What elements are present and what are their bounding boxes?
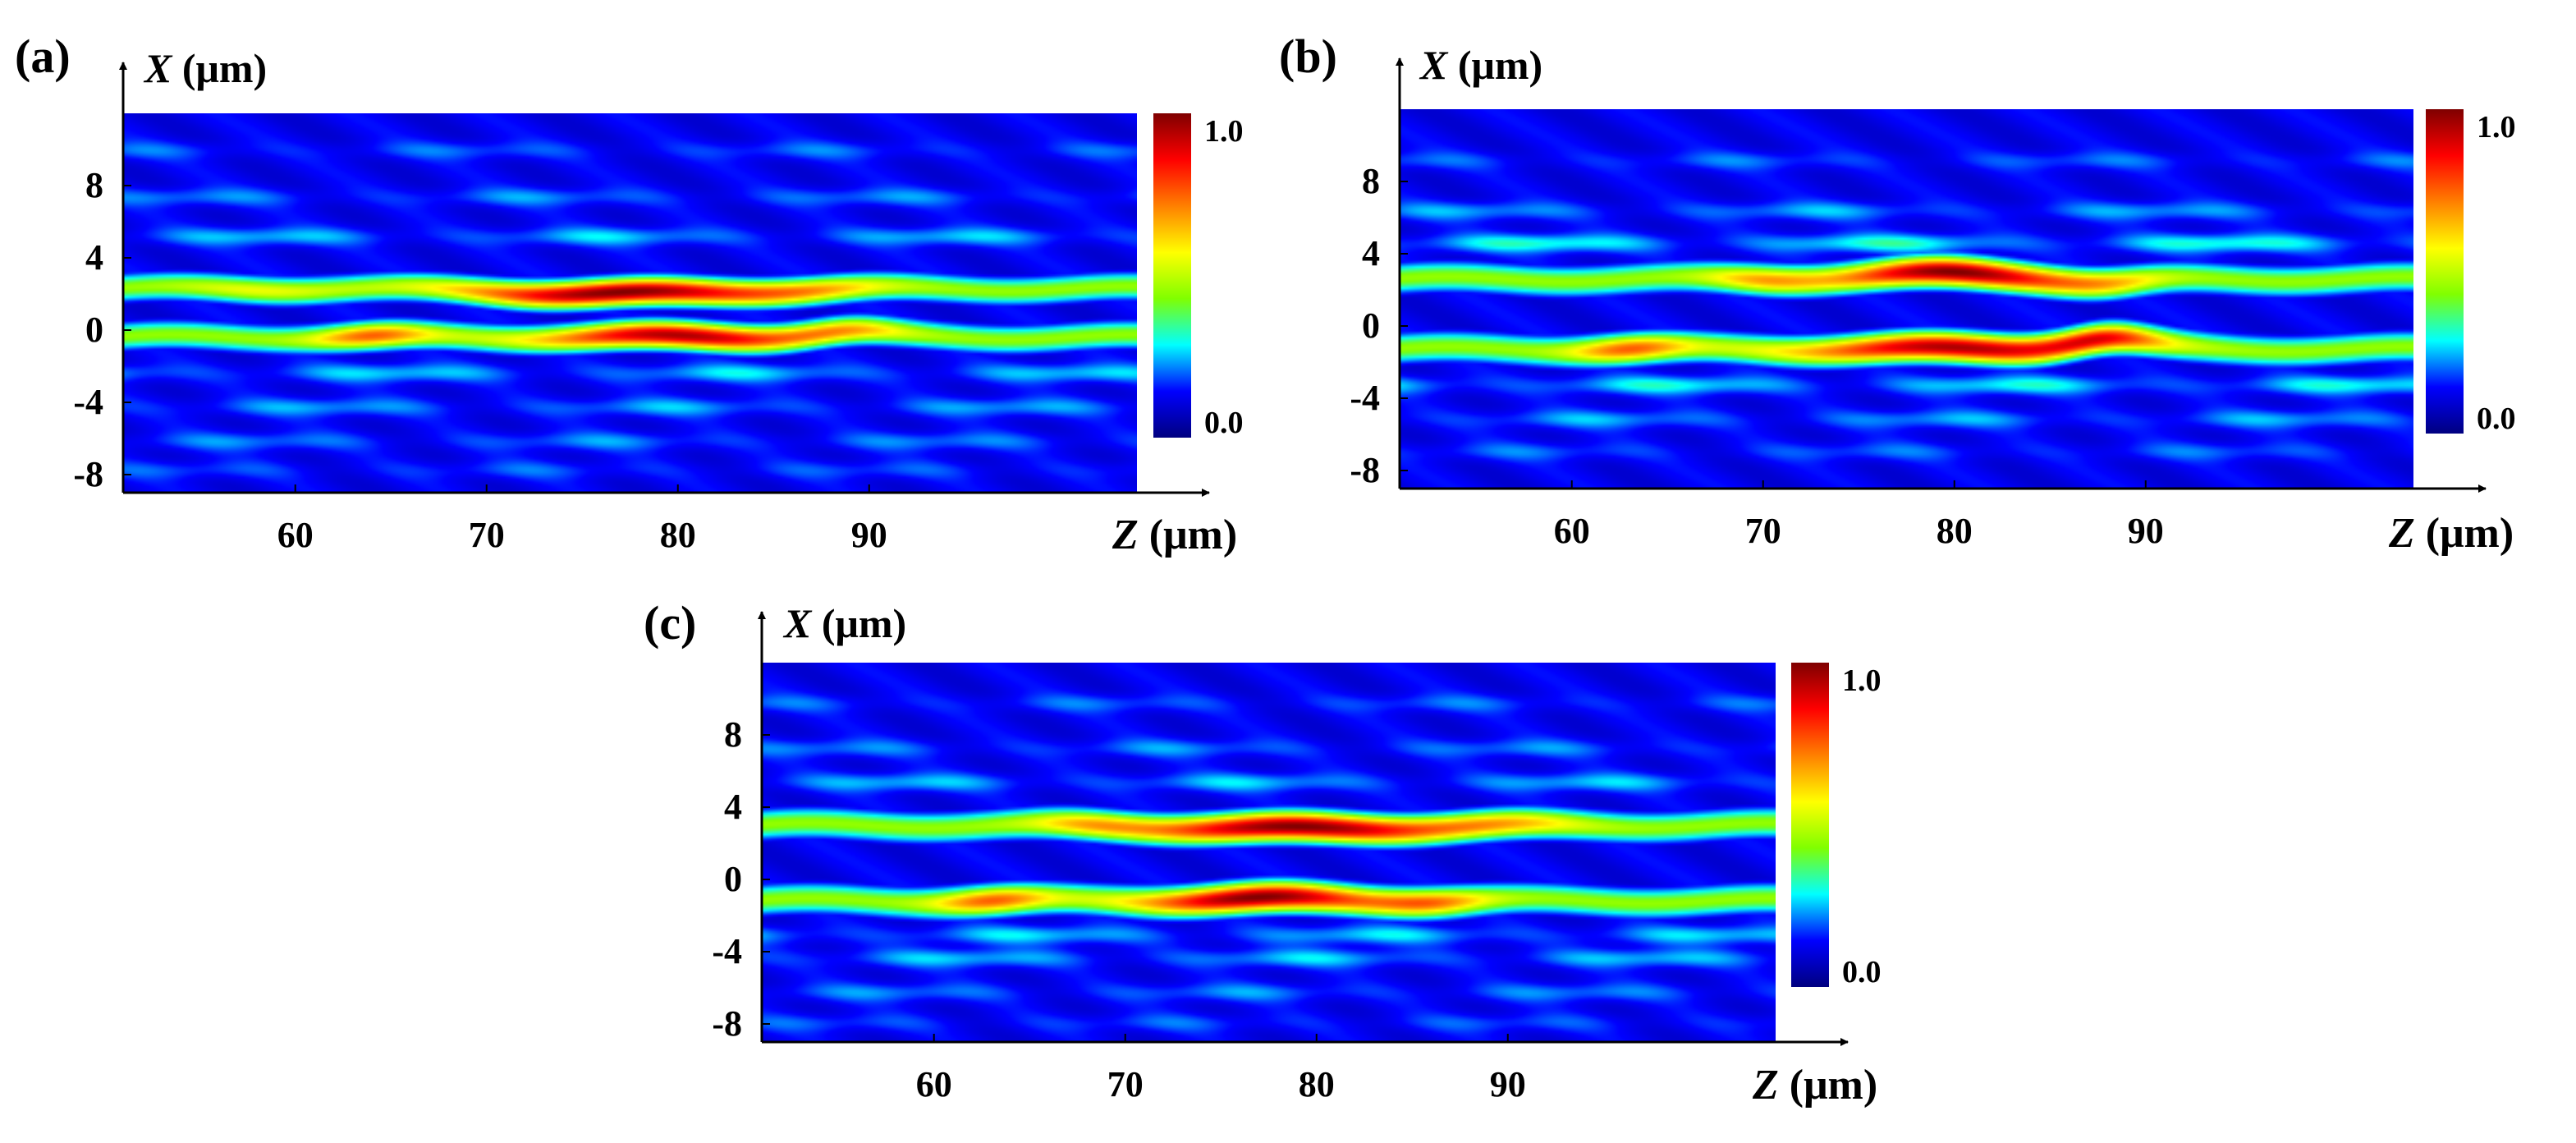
x-tick-label-b: 70 xyxy=(1745,511,1781,551)
colorbar-b xyxy=(2426,109,2464,434)
x-tick-label-c: 80 xyxy=(1299,1064,1335,1104)
colorbar-min-label-a: 0.0 xyxy=(1204,406,1244,440)
y-tick-label-a: 8 xyxy=(85,165,103,205)
x-tick-label-b: 90 xyxy=(2128,511,2164,551)
x-tick-label-a: 80 xyxy=(660,515,696,555)
colorbar-a xyxy=(1153,113,1191,438)
x-axis-title-c: Z (μm) xyxy=(1752,1062,1877,1109)
x-tick-label-c: 70 xyxy=(1107,1064,1144,1104)
panel-b xyxy=(1396,57,2487,493)
panel-c xyxy=(758,611,1849,1046)
heatmap-b xyxy=(1400,109,2413,489)
colorbar-max-label-b: 1.0 xyxy=(2477,110,2516,145)
y-tick-label-a: -8 xyxy=(73,454,103,494)
y-tick-label-a: 4 xyxy=(85,237,103,278)
colorbar-min-label-b: 0.0 xyxy=(2477,402,2516,436)
colorbar-c xyxy=(1791,663,1829,987)
colorbar-min-label-c: 0.0 xyxy=(1842,955,1882,989)
y-tick-label-b: -4 xyxy=(1350,378,1380,418)
y-tick-label-c: -8 xyxy=(712,1003,742,1044)
y-tick-label-c: 0 xyxy=(724,859,742,899)
y-tick-label-c: -4 xyxy=(712,931,742,971)
x-tick-label-b: 60 xyxy=(1554,511,1590,551)
colorbar-max-label-c: 1.0 xyxy=(1842,663,1882,698)
x-tick-label-a: 60 xyxy=(277,515,314,555)
y-axis-title-c: X (μm) xyxy=(782,600,906,646)
heatmap-c xyxy=(762,663,1776,1042)
x-tick-label-c: 90 xyxy=(1490,1064,1526,1104)
y-tick-label-b: -8 xyxy=(1350,450,1380,490)
y-tick-label-a: -4 xyxy=(73,382,103,422)
colorbar-max-label-a: 1.0 xyxy=(1204,114,1244,149)
panel-label-c: (c) xyxy=(644,596,696,650)
y-tick-label-a: 0 xyxy=(85,310,103,350)
panel-a xyxy=(119,62,1210,497)
y-tick-label-c: 4 xyxy=(724,787,742,827)
panel-label-b: (b) xyxy=(1279,30,1337,83)
y-tick-label-b: 8 xyxy=(1362,161,1380,201)
x-tick-label-b: 80 xyxy=(1937,511,1973,551)
x-axis-title-a: Z (μm) xyxy=(1112,512,1237,558)
x-tick-label-c: 60 xyxy=(916,1064,952,1104)
y-tick-label-b: 0 xyxy=(1362,305,1380,346)
y-axis-title-b: X (μm) xyxy=(1419,42,1542,88)
x-tick-label-a: 70 xyxy=(469,515,505,555)
x-axis-title-b: Z (μm) xyxy=(2388,510,2514,557)
y-axis-title-a: X (μm) xyxy=(143,45,267,91)
y-tick-label-b: 4 xyxy=(1362,233,1380,273)
heatmap-a xyxy=(123,113,1137,493)
panel-label-a: (a) xyxy=(15,30,71,83)
x-tick-label-a: 90 xyxy=(851,515,887,555)
y-tick-label-c: 8 xyxy=(724,714,742,755)
